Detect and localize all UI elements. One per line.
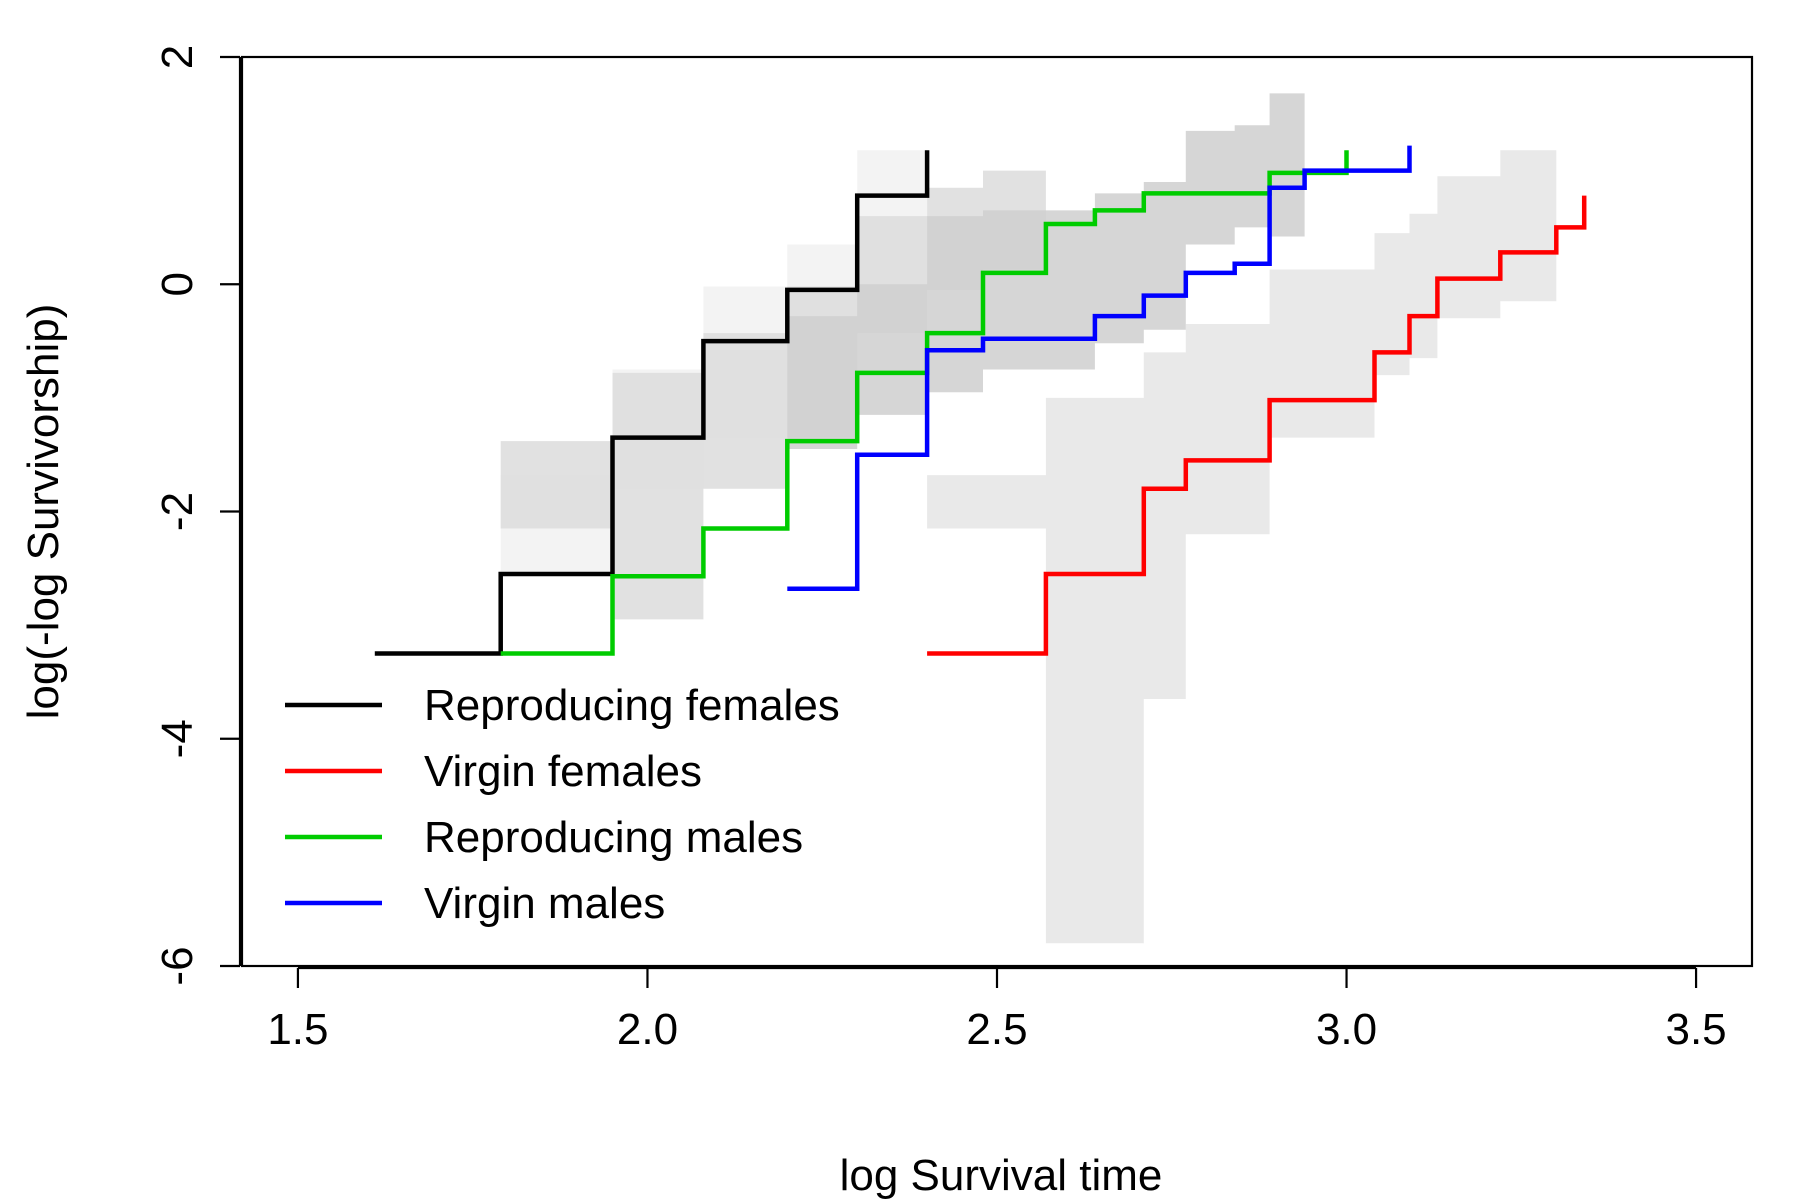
- y-tick-label-1: -4: [153, 719, 202, 758]
- y-axis: -6 -4 -2 0 2: [153, 45, 242, 986]
- x-tick-label-3: 3.0: [1316, 1005, 1377, 1054]
- step-line-0: [374, 150, 930, 656]
- x-tick-label-2: 2.5: [966, 1005, 1027, 1054]
- confidence-band-2: [500, 170, 1046, 620]
- x-tick-label-0: 1.5: [267, 1005, 328, 1054]
- y-tick-label-4: 2: [153, 45, 202, 69]
- confidence-band-0: [374, 150, 928, 574]
- step-line-2: [500, 150, 1349, 656]
- x-tick-label-4: 3.5: [1665, 1005, 1726, 1054]
- y-axis-title: log(-log Survivorship): [19, 304, 68, 720]
- y-tick-label-3: 0: [153, 272, 202, 296]
- x-axis: 1.5 2.0 2.5 3.0 3.5: [267, 966, 1727, 1054]
- legend-label-0: Reproducing females: [424, 681, 840, 730]
- confidence-band-1: [927, 150, 1557, 944]
- plot-frame: [240, 55, 1754, 968]
- survival-curves: [374, 145, 1587, 656]
- x-axis-title: log Survival time: [840, 1151, 1163, 1200]
- legend: Reproducing females Virgin females Reprodu…: [285, 681, 840, 928]
- legend-label-1: Virgin females: [424, 747, 702, 796]
- legend-label-3: Virgin males: [424, 879, 665, 928]
- legend-label-2: Reproducing males: [424, 813, 803, 862]
- step-line-3: [787, 145, 1412, 592]
- step-line-1: [927, 195, 1587, 656]
- y-tick-label-0: -6: [153, 946, 202, 985]
- x-tick-label-1: 2.0: [617, 1005, 678, 1054]
- y-tick-label-2: -2: [153, 492, 202, 531]
